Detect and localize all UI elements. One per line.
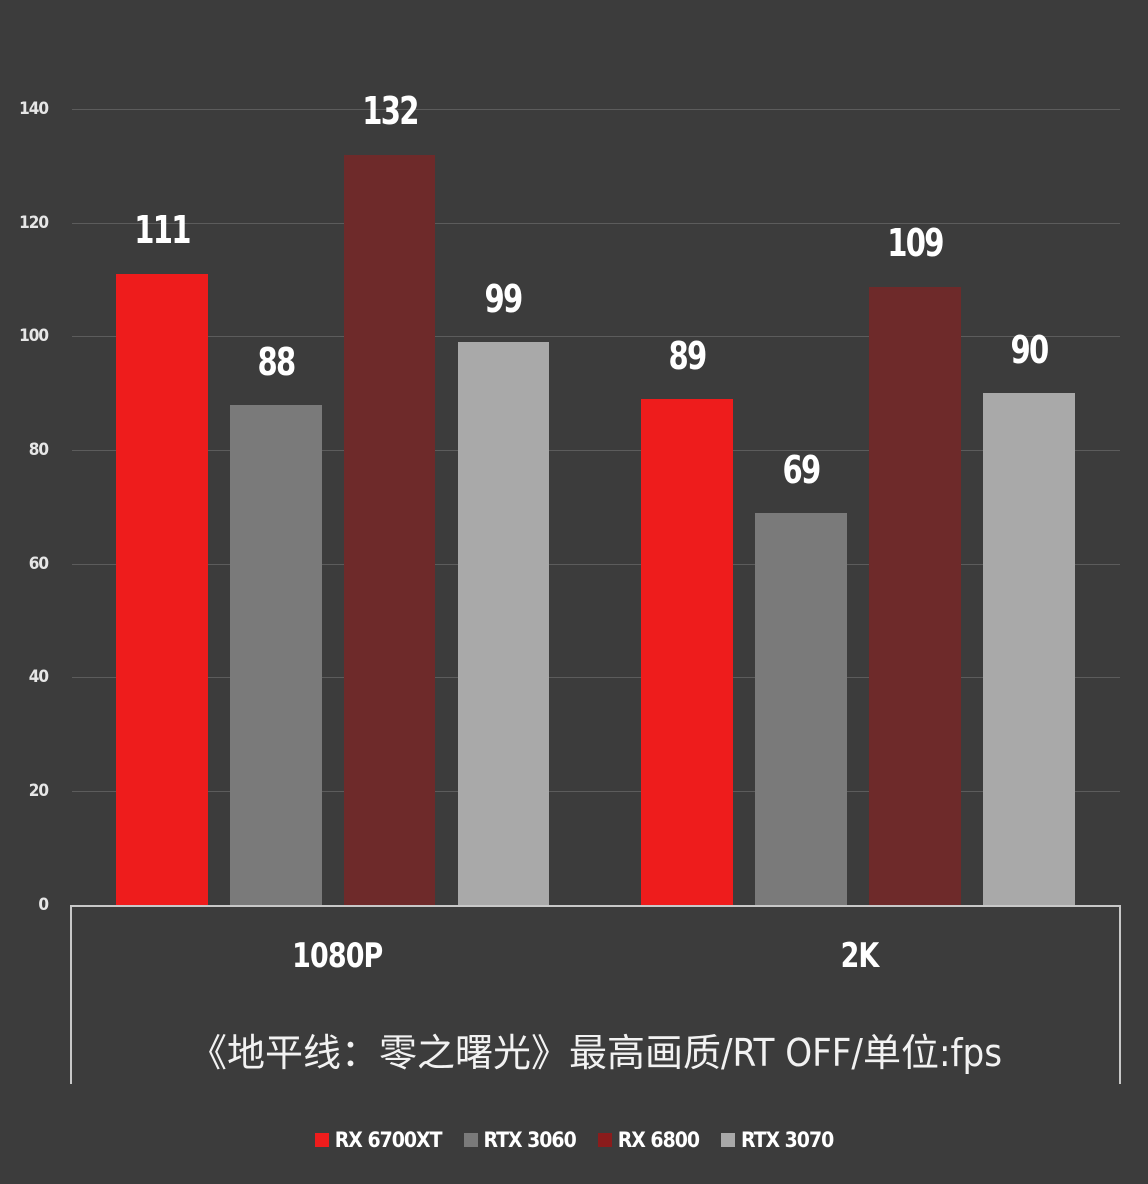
bar-2k-rx6800 (869, 287, 961, 905)
gridline-140 (72, 109, 1120, 110)
bar-1080p-rx6800 (344, 155, 435, 905)
legend-swatch (463, 1133, 478, 1147)
legend-item-rtx3070: RTX 3070 (721, 1128, 834, 1152)
category-label-2k: 2K (840, 936, 880, 976)
y-tick-80: 80 (28, 440, 49, 460)
gridline-120 (72, 223, 1120, 224)
value-label: 99 (484, 277, 523, 321)
x-axis-box (70, 905, 1121, 1084)
bar-2k-rtx3060 (755, 513, 847, 905)
legend-label: RX 6800 (617, 1128, 700, 1152)
legend-item-rx6700xt: RX 6700XT (314, 1128, 443, 1152)
legend-item-rtx3060: RTX 3060 (463, 1128, 577, 1152)
value-label: 90 (1010, 328, 1049, 372)
value-label: 132 (362, 89, 419, 133)
bar-2k-rx6700xt (641, 399, 733, 905)
bar-2k-rtx3070 (983, 393, 1075, 905)
y-tick-60: 60 (28, 554, 49, 574)
value-label: 109 (887, 221, 944, 265)
gridline-80 (72, 450, 1120, 451)
legend-label: RTX 3070 (741, 1128, 834, 1152)
y-tick-40: 40 (28, 667, 49, 687)
gridline-20 (72, 791, 1120, 792)
gridline-60 (72, 564, 1120, 565)
legend-label: RTX 3060 (483, 1128, 577, 1152)
value-label: 88 (257, 340, 296, 384)
gridline-100 (72, 336, 1120, 337)
bar-1080p-rtx3070 (458, 342, 549, 905)
legend: RX 6700XT RTX 3060 RX 6800 RTX 3070 (0, 1128, 1148, 1152)
legend-swatch (314, 1133, 329, 1147)
y-tick-20: 20 (28, 781, 49, 801)
value-label: 89 (668, 334, 707, 378)
bar-1080p-rtx3060 (230, 405, 322, 905)
y-tick-100: 100 (19, 326, 49, 346)
y-tick-0: 0 (38, 895, 49, 915)
value-label: 69 (782, 448, 821, 492)
value-label: 111 (134, 208, 191, 252)
chart-title: 《地平线：零之曙光》最高画质/RT OFF/单位:fps (188, 1031, 1003, 1075)
y-tick-120: 120 (19, 213, 49, 233)
legend-swatch (597, 1133, 612, 1147)
category-label-1080p: 1080P (292, 936, 383, 976)
bar-1080p-rx6700xt (116, 274, 208, 905)
legend-swatch (721, 1133, 736, 1147)
y-tick-140: 140 (19, 99, 49, 119)
legend-label: RX 6700XT (334, 1128, 443, 1152)
gridline-40 (72, 677, 1120, 678)
legend-item-rx6800: RX 6800 (597, 1128, 700, 1152)
